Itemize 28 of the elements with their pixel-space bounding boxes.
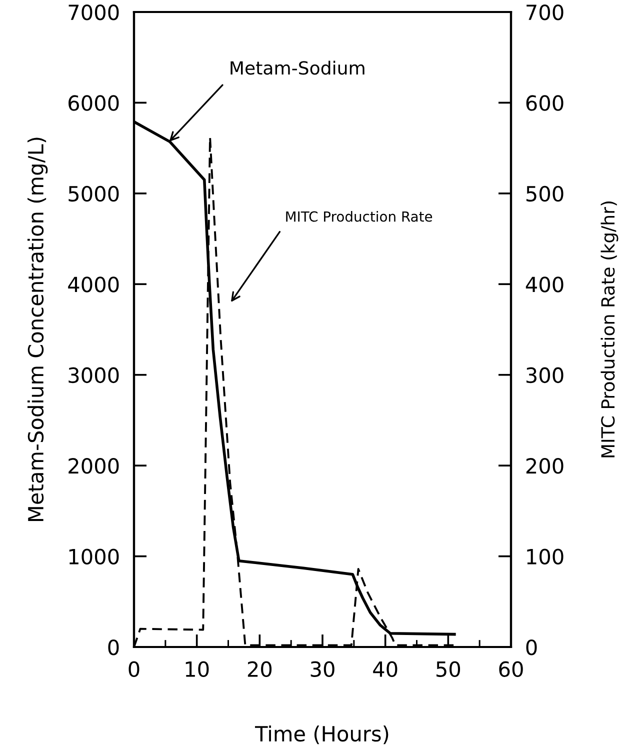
y-tick-label: 0 (108, 639, 119, 656)
y2-tick-label: 100 (527, 548, 564, 564)
y-axis-title: Metam-Sodium Concentration (mg/L) (27, 138, 48, 521)
y2-tick-label: 400 (526, 276, 564, 292)
y2-tick-label: 200 (526, 458, 564, 474)
y-tick-label: 5000 (68, 186, 119, 202)
annotation: Metam-Sodium (230, 60, 364, 75)
y2-tick-label: 0 (526, 639, 537, 656)
y2-tick-label: 700 (526, 4, 564, 20)
y-tick-label: 4000 (68, 276, 119, 292)
x-tick-label: 50 (436, 661, 460, 678)
annotation: MITC Production Rate (286, 211, 432, 222)
y-tick-label: 3000 (68, 367, 119, 384)
x-tick-label: 60 (499, 661, 523, 678)
y-tick-label: 6000 (68, 95, 119, 111)
x-tick-label: 30 (310, 661, 334, 678)
y2-axis-title: MITC Production Rate (kg/hr) (600, 202, 618, 458)
x-tick-label: 10 (186, 661, 209, 678)
y-tick-label: 2000 (68, 458, 119, 474)
x-tick-label: 20 (248, 661, 272, 678)
x-tick-label: 40 (373, 661, 398, 678)
x-axis-title: Time (Hours) (254, 725, 388, 744)
y2-tick-label: 300 (526, 367, 564, 384)
y-tick-label: 7000 (68, 4, 119, 20)
y-tick-label: 1000 (69, 548, 119, 564)
y2-tick-label: 500 (526, 186, 564, 202)
x-tick-label: 0 (128, 661, 140, 678)
y2-tick-label: 600 (526, 95, 564, 111)
